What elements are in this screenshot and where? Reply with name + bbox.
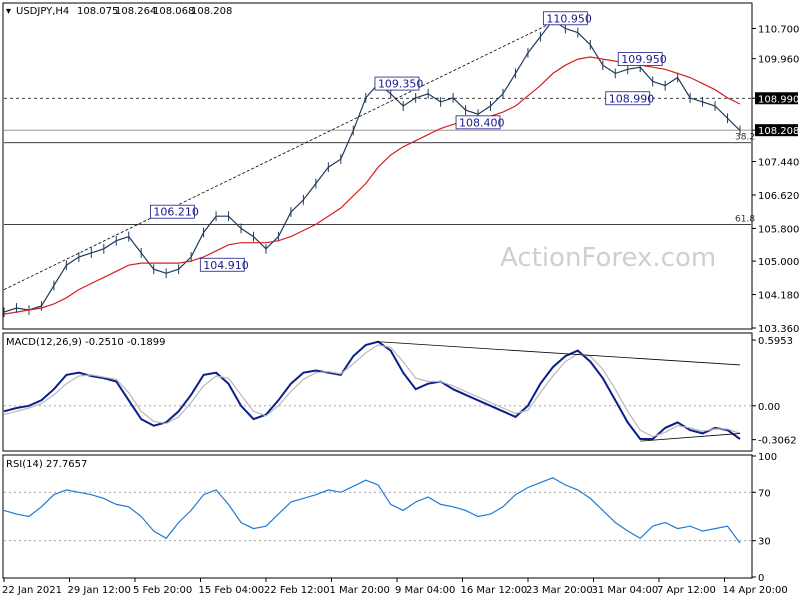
fib-label: 61.8 [735,214,755,224]
price-annotation-box [542,11,588,26]
price-annotation-label: 106.210 [153,206,199,219]
price-panel-icon: ▾ [6,6,11,17]
price-ytick-label: 107.440 [758,158,799,169]
xtick-label: 22 Jan 2021 [2,585,62,596]
rsi-layer: 100 70 30 0 [3,452,777,584]
price-annotation-box [605,91,651,106]
price-ytick-label: 105.800 [758,224,799,235]
xtick-label: 23 Mar 20:00 [526,585,593,596]
xtick-label: 1 Mar 20:00 [330,585,390,596]
price-price-box [755,92,798,105]
xtick-label: 31 Mar 04:00 [592,585,659,596]
rsi-panel-title: RSI(14) 27.7657 [6,459,87,470]
rsi-series-line [3,477,741,544]
price-ytick-label: 108.208 [758,126,799,137]
watermark: ActionForex.com [500,243,716,273]
macd-series-line [3,344,741,438]
rsi-ytick-label: 0 [758,573,764,584]
ohlc-open: 108.075 [77,6,118,17]
price-annotation-box [617,52,663,66]
price-ytick-label: 105.000 [758,257,799,268]
macd-panel-title: MACD(12,26,9) -0.2510 -0.1899 [6,337,166,348]
xtick-label: 9 Mar 04:00 [395,585,455,596]
xtick-label: 15 Feb 04:00 [199,585,265,596]
price-annotation-box [150,204,195,219]
price-trend-line [3,15,566,291]
price-annotation-label: 108.400 [459,116,505,129]
price-panel-title: USDJPY,H4 [16,6,69,17]
price-ytick-label: 109.960 [758,55,799,66]
price-layer: 110.700 109.960 108.990 108.208 107.440 106.6… [3,11,799,335]
price-series-line [3,19,741,313]
rsi-ytick-label: 100 [758,452,777,463]
rsi-panel-frame [2,454,753,579]
price-annotation-box [199,257,245,272]
price-ytick-label: 103.360 [758,324,799,335]
xtick-label: 22 Feb 12:00 [264,585,330,596]
price-annotation-label: 104.910 [203,259,249,272]
price-ytick-label: 106.620 [758,191,799,202]
price-annotation-label: 109.350 [378,78,424,91]
price-ytick-label: 110.700 [758,24,799,35]
ohlc-high: 108.264 [115,6,156,17]
price-ytick-label: 108.990 [758,94,799,105]
rsi-ytick-label: 30 [758,537,771,548]
xtick-label: 7 Apr 12:00 [657,585,716,596]
macd-trend-line [640,433,741,442]
price-series-line [3,56,741,315]
price-panel-frame [2,2,753,330]
price-annotation-label: 108.990 [609,92,655,105]
xtick-label: 29 Jan 12:00 [68,585,131,596]
macd-ytick-label: 0.5953 [758,336,793,347]
price-price-box [755,124,798,137]
x-axis: 22 Jan 2021 29 Jan 12:00 5 Feb 20:00 15 Feb… [2,578,788,596]
price-ytick-label: 104.180 [758,291,799,302]
macd-panel-frame [2,332,753,452]
macd-trend-line [378,341,741,366]
macd-layer: 0.5953 0.00 -0.3062 [3,336,797,447]
fib-label: 38.2 [735,133,755,143]
price-annotation-label: 110.950 [546,12,592,25]
rsi-ytick-label: 70 [758,488,771,499]
price-annotation-box [374,76,420,91]
ohlc-close: 108.208 [191,6,232,17]
macd-ytick-label: -0.3062 [758,436,797,447]
xtick-label: 5 Feb 20:00 [133,585,192,596]
xtick-label: 16 Mar 12:00 [461,585,528,596]
xtick-label: 14 Apr 20:00 [723,585,788,596]
ohlc-low: 108.068 [153,6,194,17]
macd-series-line [3,340,741,440]
price-annotation-label: 109.950 [621,53,667,66]
price-annotation-box [455,115,501,130]
macd-ytick-label: 0.00 [758,402,780,413]
